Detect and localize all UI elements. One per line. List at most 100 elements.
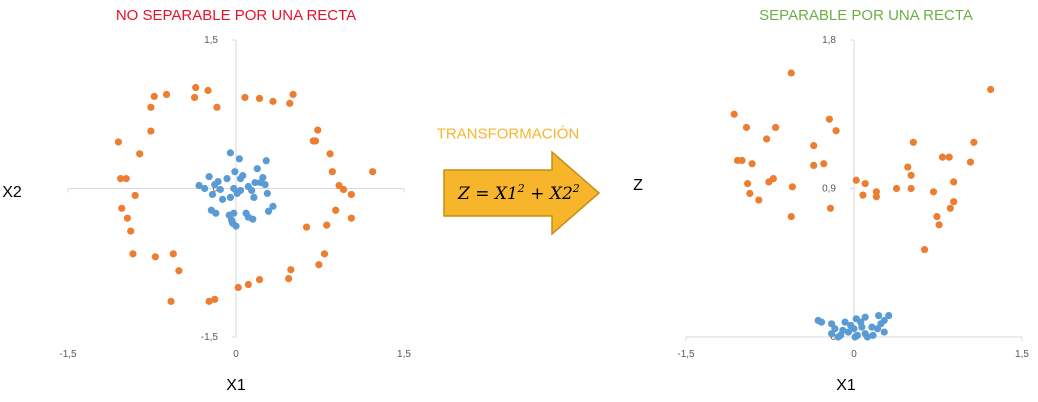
left-y-tick-label: -1,5 <box>201 332 219 343</box>
left-outer-point <box>205 297 213 305</box>
left-inner-point <box>262 157 270 165</box>
right-outer-point <box>852 176 860 184</box>
left-outer-point <box>204 86 212 95</box>
left-inner-point <box>226 149 234 157</box>
left-outer-point <box>131 191 139 200</box>
right-outer-point <box>904 163 912 171</box>
formula-mid: + X2 <box>524 183 573 204</box>
right-inner-point <box>841 318 849 326</box>
left-x-axis-title: X1 <box>226 377 246 394</box>
right-x-tick-label: 1,5 <box>1015 349 1029 360</box>
right-outer-point <box>938 153 947 161</box>
right-outer-point <box>787 69 795 77</box>
left-chart-group: -1,5 0 1,5 -1,5 0 1,5 <box>59 35 411 360</box>
right-outer-point <box>966 158 975 166</box>
left-inner-point <box>232 222 240 230</box>
left-outer-point <box>151 253 159 261</box>
left-outer-point <box>192 83 200 92</box>
right-x-tick-label: 0 <box>851 349 857 360</box>
right-outer-point <box>945 153 953 161</box>
right-outer-point <box>755 196 763 204</box>
right-inner-point <box>877 320 885 328</box>
left-outer-point <box>244 280 252 289</box>
right-outer-point <box>909 138 917 146</box>
left-outer-point <box>122 175 130 183</box>
left-outer-point <box>234 283 242 292</box>
left-outer-point <box>302 223 311 231</box>
right-outer-point <box>970 138 978 146</box>
left-outer-point <box>190 93 199 102</box>
left-outer-point <box>255 94 264 103</box>
left-outer-point <box>369 168 377 176</box>
left-outer-point <box>332 206 340 214</box>
left-inner-point <box>236 186 245 195</box>
right-x-axis-title: X1 <box>836 377 856 394</box>
formula-exponent-2: 2 <box>572 182 580 196</box>
right-outer-point <box>748 160 756 168</box>
right-chart-group: -1,5 0 1,5 0 0,9 1,8 <box>677 35 1029 360</box>
left-outer-point <box>114 138 122 146</box>
right-inner-point <box>817 318 826 326</box>
left-outer-point <box>127 227 135 235</box>
left-outer-point <box>150 92 158 101</box>
right-inner-point <box>875 311 883 320</box>
right-y-tick-label: 0,9 <box>822 184 836 195</box>
right-outer-point <box>832 127 840 135</box>
left-outer-point <box>320 250 329 258</box>
left-outer-point <box>314 126 322 134</box>
right-outer-point <box>730 110 738 118</box>
left-outer-point <box>136 150 144 158</box>
right-inner-point <box>880 328 888 336</box>
left-inner-point <box>218 195 227 203</box>
right-inner-point <box>868 323 876 331</box>
left-inner-point <box>264 207 273 215</box>
left-outer-point <box>347 214 355 222</box>
left-outer-point <box>167 297 175 305</box>
left-outer-point <box>175 267 183 275</box>
left-inner-point <box>269 202 277 210</box>
right-outer-point <box>935 221 943 229</box>
left-outer-point <box>117 175 125 183</box>
left-inner-point <box>195 181 203 190</box>
left-outer-point <box>311 137 320 145</box>
right-outer-point <box>872 193 881 201</box>
right-outer-point <box>820 160 828 168</box>
left-outer-point <box>129 250 137 258</box>
right-outer-point <box>933 212 941 221</box>
right-outer-point <box>763 135 771 143</box>
left-outer-point <box>328 168 336 176</box>
left-outer-point <box>213 103 221 111</box>
right-outer-point <box>950 198 958 206</box>
right-outer-point <box>746 189 754 198</box>
right-outer-point <box>826 204 835 212</box>
left-inner-point <box>263 189 271 198</box>
right-inner-point <box>847 321 855 330</box>
right-inner-point <box>828 330 836 338</box>
right-inner-point <box>834 333 842 341</box>
right-inner-point <box>851 333 859 341</box>
right-outer-point <box>788 183 797 191</box>
right-inner-point <box>863 333 872 341</box>
left-x-tick-label: -1,5 <box>59 349 77 360</box>
right-outer-point <box>987 85 995 94</box>
transformation-arrow <box>443 150 601 236</box>
right-outer-point <box>920 245 929 254</box>
left-inner-point <box>212 209 220 217</box>
left-outer-point <box>347 190 355 199</box>
right-y-tick-label: 0 <box>830 332 836 343</box>
left-x-tick-label: 1,5 <box>397 349 411 360</box>
right-outer-point <box>907 171 915 179</box>
left-outer-point <box>255 275 264 284</box>
left-inner-point <box>208 190 217 199</box>
formula-lhs: Z = X1 <box>458 183 518 204</box>
left-outer-point <box>169 250 177 258</box>
right-inner-point <box>861 313 869 321</box>
transformation-title: TRANSFORMACIÓN <box>436 125 580 143</box>
right-inner-point <box>885 311 893 320</box>
right-outer-point <box>825 115 833 123</box>
right-outer-point <box>810 142 818 150</box>
right-chart-title: SEPARABLE POR UNA RECTA <box>759 7 973 24</box>
left-outer-point <box>269 97 277 105</box>
left-inner-point <box>223 175 231 183</box>
right-outer-point <box>872 188 881 196</box>
